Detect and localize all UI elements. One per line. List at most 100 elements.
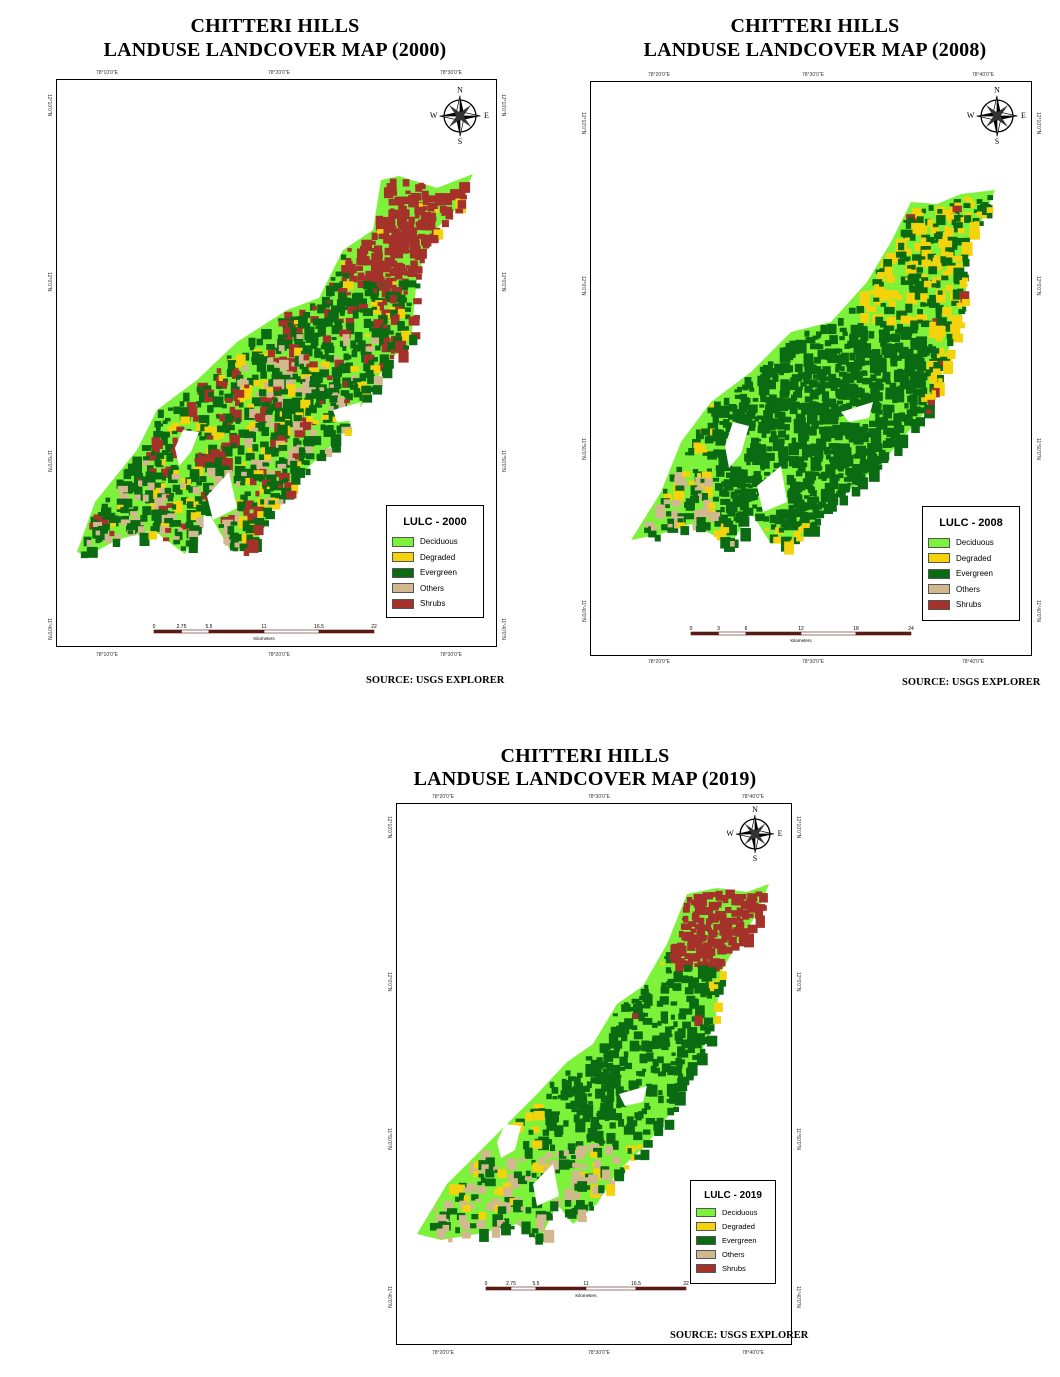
tick-right-4: 11°40'0"N: [795, 1286, 801, 1308]
scale-label: 18: [853, 626, 859, 632]
tick-bottom-2: 78°30'0"E: [802, 659, 824, 665]
legend-item: Evergreen: [387, 565, 483, 581]
legend-swatch: [392, 598, 414, 609]
legend-label: Deciduous: [420, 537, 458, 547]
scale-unit: Kilometers: [575, 1293, 597, 1298]
legend-label: Degraded: [956, 553, 992, 563]
tick-top-1: 78°20'0"E: [432, 794, 454, 800]
compass-label-n: N: [994, 86, 1000, 94]
tick-top-2: 78°30'0"E: [802, 72, 824, 78]
tick-right-2: 12°0'0"N: [795, 972, 801, 992]
compass-label-s: S: [753, 854, 757, 862]
scale-label: 2.75: [177, 624, 187, 630]
compass-label-e: E: [1021, 111, 1026, 120]
scale-label: 0: [690, 626, 693, 632]
legend-title: LULC - 2000: [403, 516, 467, 528]
scale-unit: Kilometers: [790, 638, 812, 643]
legend-item: Deciduous: [923, 535, 1019, 551]
tick-left-2: 12°0'0"N: [386, 972, 392, 992]
legend-swatch: [696, 1207, 716, 1217]
legend-swatch: [696, 1235, 716, 1245]
legend-item: Shrubs: [923, 597, 1019, 613]
north-arrow-icon: N S E W: [967, 85, 1027, 146]
map-title-line2: LANDUSE LANDCOVER MAP (2019): [413, 768, 757, 790]
source-note: SOURCE: USGS EXPLORER: [902, 677, 1041, 688]
tick-left-1: 12°10'0"N: [580, 112, 586, 135]
legend-item: Evergreen: [923, 566, 1019, 582]
scale-label: 11: [261, 624, 266, 630]
tick-top-2: 78°30'0"E: [588, 794, 610, 800]
tick-right-1: 12°10'0"N: [795, 816, 801, 839]
compass-label-e: E: [484, 111, 489, 120]
legend-title: LULC - 2008: [939, 517, 1003, 529]
source-note: SOURCE: USGS EXPLORER: [366, 675, 505, 686]
scale-label: 0: [485, 1281, 488, 1287]
scale-label: 16.5: [314, 624, 324, 630]
legend-swatch: [696, 1221, 716, 1231]
legend-item: Degraded: [691, 1219, 775, 1233]
map-title-line1: CHITTERI HILLS: [190, 15, 360, 37]
tick-bottom-3: 78°40'0"E: [962, 659, 984, 665]
legend-label: Others: [420, 583, 445, 593]
map-panel-2008: CHITTERI HILLS LANDUSE LANDCOVER MAP (20…: [530, 0, 1060, 690]
tick-left-2: 12°0'0"N: [580, 276, 586, 296]
legend-label: Degraded: [722, 1221, 755, 1231]
tick-right-4: 11°40'0"N: [1035, 600, 1041, 622]
compass-label-e: E: [778, 829, 783, 838]
compass-label-n: N: [457, 86, 463, 94]
legend-swatch: [696, 1249, 716, 1259]
legend-swatch: [928, 537, 950, 548]
scale-label: 22: [371, 624, 377, 630]
legend-swatch: [392, 583, 414, 594]
map-frame: [56, 79, 497, 647]
tick-top-1: 78°20'0"E: [648, 72, 670, 78]
tick-top-3: 78°40'0"E: [742, 794, 764, 800]
tick-left-3: 11°50'0"N: [386, 1128, 392, 1150]
map-panel-2000: CHITTERI HILLS LANDUSE LANDCOVER MAP (20…: [0, 0, 530, 690]
tick-bottom-3: 78°40'0"E: [742, 1350, 764, 1356]
compass-label-w: W: [430, 111, 438, 120]
legend-item: Shrubs: [387, 596, 483, 612]
compass-label-n: N: [752, 806, 758, 814]
tick-left-3: 11°50'0"N: [46, 450, 52, 472]
legend-swatch: [392, 552, 414, 563]
legend-title: LULC - 2019: [704, 1190, 762, 1201]
source-note: SOURCE: USGS EXPLORER: [670, 1330, 809, 1341]
legend: LULC - 2008 Deciduous Degraded Evergreen Ot…: [922, 506, 1020, 621]
tick-left-3: 11°50'0"N: [580, 438, 586, 460]
tick-right-2: 12°0'0"N: [1035, 276, 1041, 296]
scale-bar: 0 2.75 5.5 11 16.5 22 Kilometers: [482, 1279, 692, 1303]
scale-label: 12: [798, 626, 804, 632]
scale-label: 11: [583, 1281, 588, 1287]
legend-item: Others: [923, 582, 1019, 598]
tick-right-1: 12°10'0"N: [500, 94, 506, 117]
legend-item: Shrubs: [691, 1261, 775, 1275]
tick-top-2: 78°20'0"E: [268, 70, 290, 76]
scale-bar: 0 3 6 12 18 24 Kilometers: [687, 624, 917, 648]
legend-label: Shrubs: [956, 600, 982, 610]
map-title-line1: CHITTERI HILLS: [730, 15, 900, 37]
scale-label: 2.75: [506, 1281, 516, 1287]
lulc-map-2000: [77, 174, 473, 559]
tick-bottom-3: 78°30'0"E: [440, 652, 462, 658]
legend-item: Others: [691, 1247, 775, 1261]
tick-left-1: 12°10'0"N: [386, 816, 392, 839]
scale-label: 0: [153, 624, 156, 630]
legend-swatch: [392, 536, 414, 547]
lulc-map-2019: [417, 884, 769, 1245]
tick-right-1: 12°10'0"N: [1035, 112, 1041, 135]
legend-item: Degraded: [923, 551, 1019, 567]
legend-swatch: [696, 1263, 716, 1273]
map-frame: [590, 81, 1032, 656]
scale-label: 16.5: [631, 1281, 641, 1287]
legend-swatch: [928, 599, 950, 610]
scale-bar: 0 2.75 5.5 11 16.5 22 Kilometers: [150, 622, 380, 646]
tick-top-3: 78°30'0"E: [440, 70, 462, 76]
tick-left-4: 11°40'0"N: [46, 618, 52, 640]
tick-bottom-1: 78°20'0"E: [648, 659, 670, 665]
legend-label: Shrubs: [722, 1263, 746, 1273]
compass-label-w: W: [967, 111, 975, 120]
tick-bottom-2: 78°20'0"E: [268, 652, 290, 658]
legend-label: Evergreen: [956, 569, 993, 579]
north-arrow-icon: N S E W: [430, 85, 490, 146]
